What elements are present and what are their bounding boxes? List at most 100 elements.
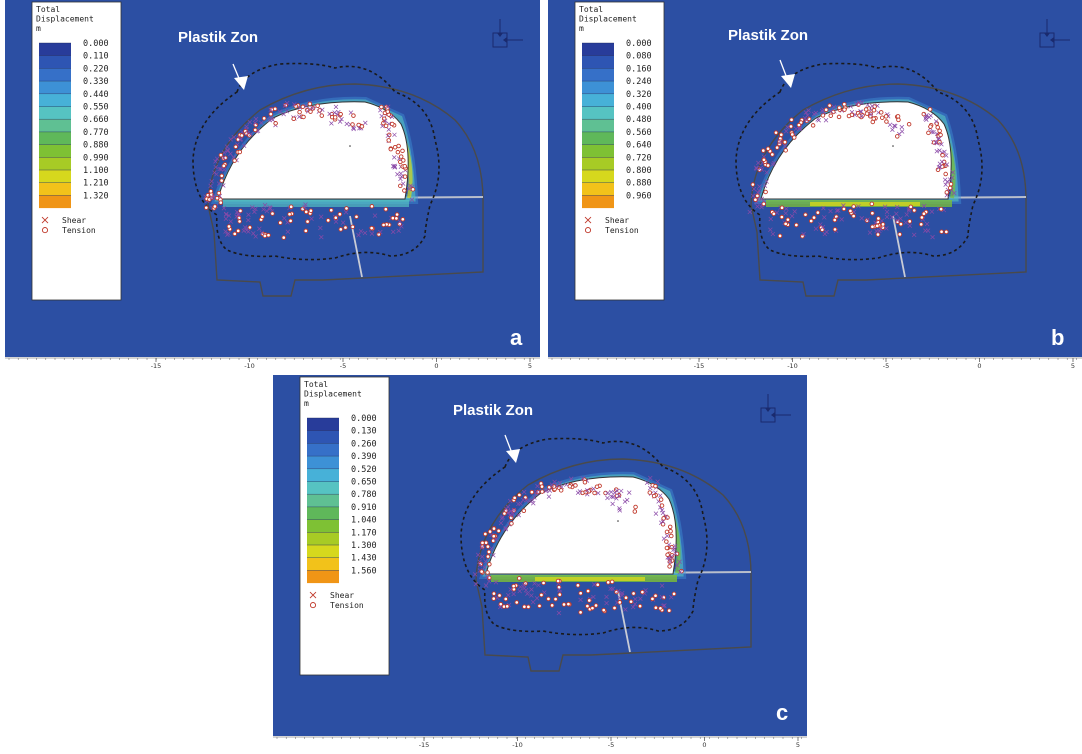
shear-marker: [884, 226, 889, 231]
legend-tension-icon: [584, 227, 592, 234]
shear-marker: [369, 231, 375, 236]
shear-marker-stroke: [667, 559, 673, 564]
tension-marker: [270, 211, 275, 216]
shear-marker-stroke: [536, 582, 541, 588]
shear-marker: [659, 507, 665, 513]
shear-marker: [516, 512, 521, 518]
shear-marker: [750, 193, 756, 199]
tension-marker: [350, 122, 355, 127]
shear-marker: [764, 179, 769, 184]
tension-marker: [212, 204, 218, 209]
shear-marker-stroke: [223, 229, 228, 234]
shear-marker: [610, 586, 615, 592]
shear-marker-stroke: [525, 591, 530, 597]
shear-marker-stroke: [792, 209, 797, 214]
excavation-center-dot: [349, 145, 351, 147]
shear-marker-stroke: [907, 223, 913, 228]
panel-b-svg: -15-10-50510TotalDisplacementm0.0000.080…: [548, 0, 1082, 375]
shear-marker-stroke: [336, 109, 341, 115]
load-direction-icon: [1039, 19, 1070, 48]
tension-marker: [609, 579, 615, 585]
tension-marker: [392, 145, 398, 150]
shear-marker-stroke: [503, 526, 508, 532]
shear-marker: [859, 216, 865, 221]
shear-marker-stroke: [246, 217, 251, 223]
shear-marker-stroke: [669, 595, 674, 600]
tension-marker: [791, 135, 797, 140]
shear-marker: [284, 100, 290, 106]
shear-marker-stroke: [369, 231, 375, 236]
tension-marker: [765, 146, 771, 151]
tension-marker: [669, 533, 674, 539]
legend-swatch: [39, 68, 71, 82]
legend-shear-label: Shear: [605, 216, 629, 225]
shear-marker: [604, 600, 609, 606]
shear-marker-stroke: [358, 229, 364, 234]
shear-marker-stroke: [933, 119, 939, 124]
shear-marker-stroke: [643, 587, 648, 593]
shear-marker-stroke: [648, 475, 653, 481]
legend-value: 0.480: [626, 115, 652, 125]
shear-marker-stroke: [477, 562, 483, 568]
floor-heave-peak: [535, 577, 645, 581]
shear-marker-stroke: [828, 108, 834, 114]
shear-marker-stroke: [677, 559, 682, 564]
tension-marker: [803, 212, 808, 217]
shear-marker-stroke: [228, 219, 234, 224]
tension-marker: [483, 531, 488, 537]
shear-marker-stroke: [884, 209, 890, 215]
shear-marker-stroke: [647, 485, 653, 491]
shear-marker-stroke: [867, 230, 873, 235]
shear-marker: [499, 516, 505, 521]
legend-swatch: [307, 456, 339, 469]
shear-marker: [491, 552, 496, 558]
shear-marker-stroke: [494, 536, 499, 542]
shear-marker-stroke: [929, 209, 935, 214]
shear-marker-stroke: [609, 494, 614, 499]
shear-marker-stroke: [806, 108, 811, 113]
legend-swatch: [39, 195, 71, 209]
yield-markers: [747, 100, 957, 240]
legend-swatch: [582, 68, 614, 82]
shear-marker-stroke: [804, 117, 809, 123]
shear-marker: [756, 160, 761, 166]
tension-marker: [491, 533, 497, 539]
tension-marker: [947, 185, 953, 191]
x-axis-tick-label: 0: [977, 362, 981, 370]
shear-marker: [486, 579, 492, 584]
tension-marker: [288, 204, 294, 209]
shear-marker-stroke: [818, 222, 823, 227]
legend-value: 0.650: [351, 478, 377, 488]
tension-marker: [504, 604, 510, 609]
tension-marker: [557, 592, 563, 597]
shear-marker-stroke: [333, 104, 339, 110]
tension-marker: [664, 545, 670, 551]
shear-marker: [226, 213, 232, 218]
shear-marker-stroke: [253, 234, 258, 239]
shear-marker-stroke: [529, 587, 534, 592]
shear-marker: [484, 574, 490, 579]
shear-marker: [224, 144, 230, 149]
legend-value: 0.910: [351, 503, 377, 513]
shear-marker-stroke: [483, 583, 489, 588]
shear-marker: [774, 210, 780, 215]
legend-shear-icon: [41, 216, 49, 224]
shear-marker-stroke: [475, 552, 481, 558]
tension-marker: [567, 484, 573, 489]
legend-swatch: [582, 106, 614, 120]
shear-marker: [555, 483, 560, 488]
shear-marker: [894, 211, 899, 216]
tension-marker: [398, 183, 403, 189]
shear-marker: [504, 506, 509, 512]
shear-marker-stroke: [937, 161, 943, 166]
tension-marker: [832, 217, 837, 223]
shear-marker: [390, 229, 396, 235]
shear-marker: [584, 488, 590, 493]
tension-marker: [539, 489, 545, 494]
tension-marker: [329, 208, 334, 213]
shear-marker-stroke: [398, 176, 403, 182]
tension-marker: [252, 127, 258, 133]
shear-marker-stroke: [924, 221, 930, 227]
tension-marker: [308, 208, 314, 214]
shear-marker-stroke: [247, 119, 253, 125]
